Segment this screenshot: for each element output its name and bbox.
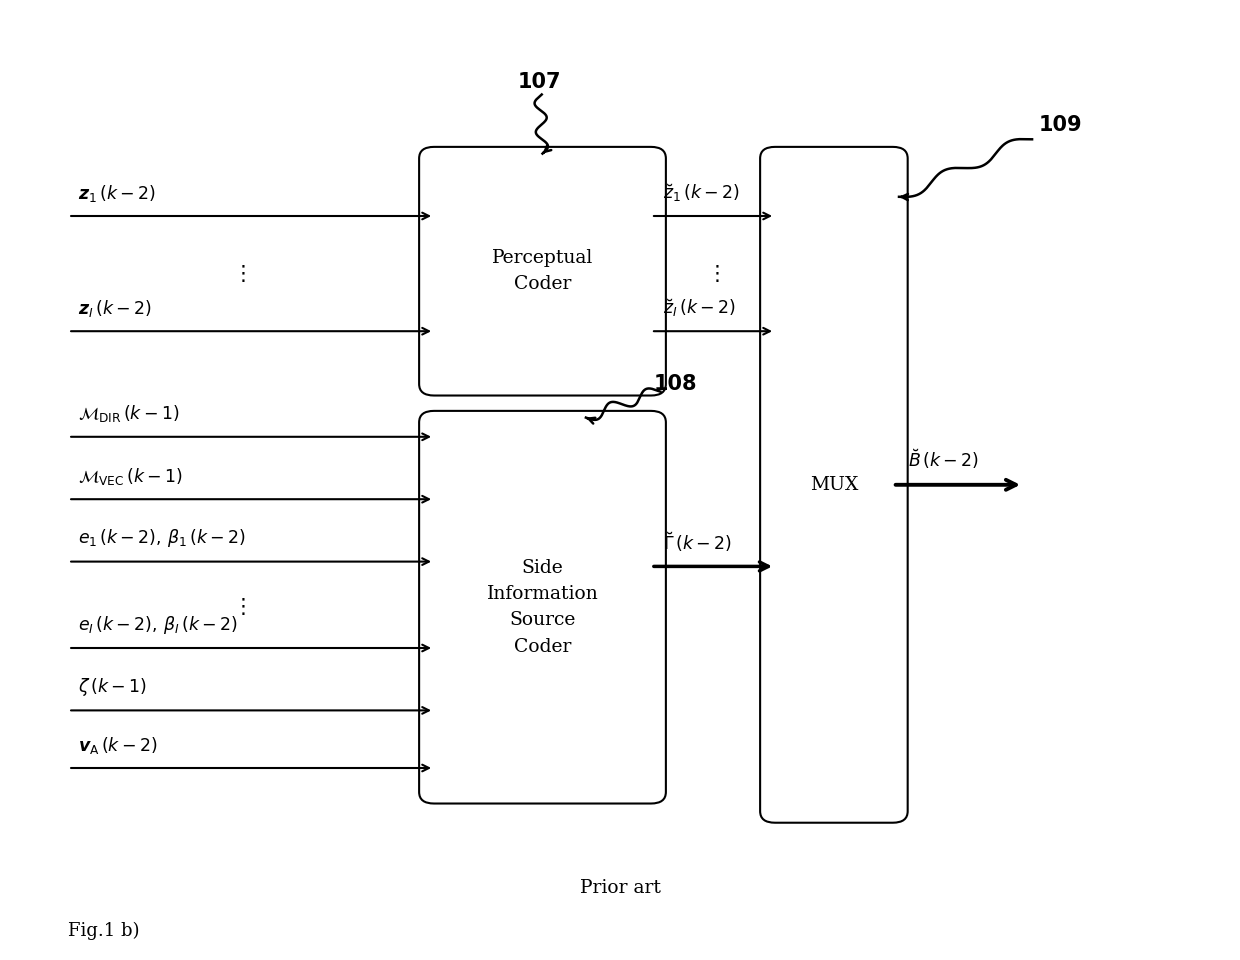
Text: Side
Information
Source
Coder: Side Information Source Coder [486,559,599,656]
FancyBboxPatch shape [419,411,666,804]
Text: $\boldsymbol{z}_1\,(k-2)$: $\boldsymbol{z}_1\,(k-2)$ [78,182,156,204]
Text: 107: 107 [517,72,562,91]
Text: $\vdots$: $\vdots$ [707,263,719,284]
Text: $e_1\,(k-2),\,\beta_1\,(k-2)$: $e_1\,(k-2),\,\beta_1\,(k-2)$ [78,527,247,549]
Text: $\vdots$: $\vdots$ [232,596,246,617]
Text: $\mathcal{M}_{\mathrm{VEC}}\,(k-1)$: $\mathcal{M}_{\mathrm{VEC}}\,(k-1)$ [78,466,182,487]
FancyBboxPatch shape [760,147,908,823]
Text: $\zeta\,(k-1)$: $\zeta\,(k-1)$ [78,676,148,698]
Text: $e_I\,(k-2),\,\beta_I\,(k-2)$: $e_I\,(k-2),\,\beta_I\,(k-2)$ [78,613,238,636]
Text: Fig.1 b): Fig.1 b) [68,922,140,941]
Text: $\mathcal{M}_{\mathrm{DIR}}\,(k-1)$: $\mathcal{M}_{\mathrm{DIR}}\,(k-1)$ [78,403,180,424]
Text: $\breve{\Gamma}\,(k-2)$: $\breve{\Gamma}\,(k-2)$ [663,530,733,554]
Text: $\boldsymbol{z}_I\,(k-2)$: $\boldsymbol{z}_I\,(k-2)$ [78,298,153,319]
Text: Prior art: Prior art [579,879,661,897]
Text: $\vdots$: $\vdots$ [232,263,246,284]
Text: $\boldsymbol{v}_{\mathrm{A}}\,(k-2)$: $\boldsymbol{v}_{\mathrm{A}}\,(k-2)$ [78,734,157,756]
Text: 109: 109 [1038,115,1083,134]
Text: Perceptual
Coder: Perceptual Coder [492,249,593,294]
FancyBboxPatch shape [419,147,666,396]
Text: MUX: MUX [810,476,858,493]
Text: $\breve{z}_I\,(k-2)$: $\breve{z}_I\,(k-2)$ [663,297,737,319]
Text: $\breve{B}\,(k-2)$: $\breve{B}\,(k-2)$ [908,447,978,471]
Text: 108: 108 [653,374,698,394]
Text: $\breve{z}_1\,(k-2)$: $\breve{z}_1\,(k-2)$ [663,181,740,204]
